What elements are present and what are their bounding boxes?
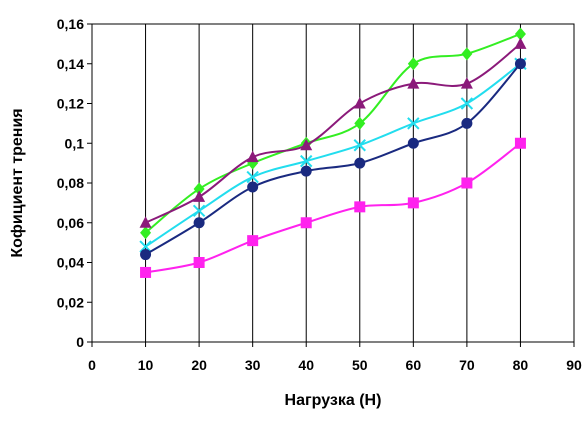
y-tick-label: 0: [76, 334, 84, 350]
data-point-circle: [407, 137, 419, 149]
data-point-triangle: [300, 138, 313, 151]
x-tick-label: 0: [88, 357, 96, 373]
data-point-x: [192, 204, 206, 218]
series-line: [144, 33, 521, 234]
x-tick-label: 20: [191, 357, 207, 373]
series-1: [140, 27, 526, 240]
data-point-x-stroke: [246, 170, 259, 184]
series-4: [140, 58, 526, 261]
x-tick-label: 10: [138, 357, 154, 373]
y-tick-label: 0,1: [65, 135, 85, 151]
series-5: [140, 137, 526, 278]
data-point-x-stroke: [139, 240, 152, 253]
data-point-square: [300, 217, 312, 229]
data-point-x: [460, 97, 474, 110]
data-point-diamond: [140, 226, 152, 240]
x-tick-label: 30: [245, 357, 261, 373]
data-point-x-stroke: [300, 154, 313, 168]
data-point-square: [461, 177, 473, 189]
series-3: [139, 57, 527, 253]
data-point-square: [514, 137, 526, 149]
data-point-x: [139, 240, 152, 253]
data-point-x-stroke: [407, 117, 420, 130]
x-tick-label: 80: [513, 357, 529, 373]
data-point-circle: [514, 58, 526, 70]
data-point-triangle: [193, 190, 206, 202]
series-2: [139, 37, 527, 228]
data-point-circle: [300, 165, 312, 177]
y-tick-label: 0,06: [57, 215, 84, 231]
data-point-circle: [247, 181, 259, 193]
x-tick-label: 60: [406, 357, 422, 373]
data-point-circle: [140, 249, 152, 261]
label-layer: 0 0,02 0,04 0,06 0,08 0,1 0,12 0,14 0,16 0 10 20 30 4…: [57, 16, 582, 373]
data-point-triangle: [139, 216, 152, 228]
axis-layer: [87, 23, 575, 347]
data-point-diamond: [354, 116, 366, 130]
x-tick-label: 50: [352, 357, 368, 373]
data-point-square: [193, 257, 205, 268]
data-point-x-stroke: [353, 139, 366, 152]
data-point-circle: [461, 117, 473, 129]
data-point-triangle: [407, 77, 420, 89]
plot-frame: [91, 23, 575, 343]
data-point-square: [140, 266, 152, 278]
y-tick-label: 0,16: [57, 16, 84, 32]
x-tick-label: 40: [298, 357, 314, 373]
data-point-x: [353, 139, 366, 152]
data-point-x: [246, 170, 259, 184]
data-point-diamond: [461, 47, 473, 61]
data-point-square: [354, 201, 366, 213]
x-tick-label: 70: [459, 357, 475, 373]
y-tick-label: 0,02: [57, 294, 84, 310]
data-point-triangle: [246, 150, 259, 163]
data-point-triangle: [514, 37, 527, 49]
y-tick-label: 0,14: [57, 56, 84, 72]
data-point-x-stroke: [192, 204, 206, 218]
data-point-triangle: [460, 77, 473, 89]
data-point-x: [300, 154, 313, 168]
y-tick-label: 0,04: [57, 255, 84, 271]
data-point-diamond: [193, 182, 205, 196]
x-axis-title: Нагрузка (Н): [285, 392, 382, 409]
data-point-circle: [354, 157, 366, 169]
data-point-x-stroke: [460, 97, 474, 110]
x-tick-label: 90: [566, 357, 582, 373]
series-layer: [139, 27, 527, 278]
data-point-diamond: [514, 27, 526, 41]
data-point-square: [407, 197, 419, 209]
y-tick-label: 0,08: [57, 175, 84, 191]
y-tick-label: 0,12: [57, 96, 84, 112]
data-point-square: [247, 235, 259, 247]
data-point-x: [407, 117, 420, 130]
y-axis-title: Кофициент трения: [9, 108, 26, 257]
data-point-circle: [193, 217, 205, 229]
data-point-triangle: [353, 97, 366, 109]
data-point-diamond: [407, 57, 419, 71]
